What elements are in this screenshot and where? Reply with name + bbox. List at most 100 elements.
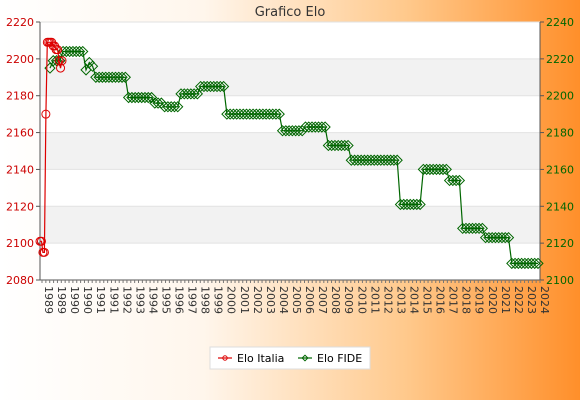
data-point bbox=[473, 222, 485, 235]
data-point bbox=[463, 222, 475, 235]
data-point bbox=[371, 154, 384, 166]
x-tick-label: 1989 bbox=[42, 286, 55, 314]
data-point bbox=[470, 222, 482, 235]
data-point bbox=[365, 154, 377, 166]
grid-band bbox=[40, 132, 540, 170]
data-point bbox=[36, 236, 46, 246]
x-tick-label: 2024 bbox=[538, 286, 551, 314]
data-point bbox=[214, 80, 226, 93]
data-point bbox=[139, 91, 151, 104]
data-point bbox=[378, 154, 390, 166]
data-point bbox=[57, 56, 67, 66]
data-point bbox=[283, 125, 295, 137]
data-point bbox=[185, 88, 197, 100]
y-left-tick-label: 2200 bbox=[6, 53, 34, 66]
data-point bbox=[145, 91, 158, 104]
data-point bbox=[195, 80, 207, 93]
data-point bbox=[204, 80, 217, 93]
x-tick-label: 2021 bbox=[499, 286, 512, 314]
data-point bbox=[267, 108, 279, 120]
data-point bbox=[103, 71, 115, 83]
x-tick-label: 1991 bbox=[94, 286, 107, 314]
data-point bbox=[460, 222, 472, 235]
x-tick-label: 2017 bbox=[447, 286, 460, 314]
data-point bbox=[106, 71, 118, 83]
data-point bbox=[136, 91, 148, 104]
data-point bbox=[260, 108, 272, 120]
x-tick-label: 1992 bbox=[120, 286, 133, 314]
x-tick-label: 2013 bbox=[394, 286, 407, 314]
data-point bbox=[273, 108, 285, 120]
data-point bbox=[411, 198, 423, 211]
data-point bbox=[512, 257, 525, 270]
data-point bbox=[352, 154, 364, 166]
x-axis-ticks: 1989 1989 1990 1990 1991 1991 1992 1993 1994 1995… bbox=[41, 280, 551, 314]
legend-label: Elo FIDE bbox=[317, 352, 362, 365]
y-right-tick-label: 2180 bbox=[546, 127, 574, 140]
data-point bbox=[417, 163, 430, 176]
y-right-tick-label: 2220 bbox=[546, 53, 574, 66]
y-left-tick-label: 2140 bbox=[6, 163, 34, 176]
data-point bbox=[358, 154, 371, 166]
data-point bbox=[211, 80, 223, 93]
x-tick-label: 2010 bbox=[355, 286, 368, 314]
data-point bbox=[519, 257, 531, 270]
data-point bbox=[335, 139, 348, 152]
data-point bbox=[109, 71, 122, 83]
legend-marker bbox=[301, 354, 309, 362]
data-point bbox=[188, 88, 200, 100]
x-tick-label: 1991 bbox=[107, 286, 120, 314]
data-point bbox=[493, 231, 505, 244]
data-point bbox=[388, 154, 400, 166]
series-layer bbox=[35, 37, 544, 270]
data-point bbox=[286, 125, 299, 137]
y-right-tick-label: 2200 bbox=[546, 90, 574, 103]
data-point bbox=[263, 108, 276, 120]
data-point bbox=[165, 101, 177, 113]
data-point bbox=[499, 231, 511, 244]
data-point bbox=[237, 108, 249, 120]
data-point bbox=[515, 257, 528, 270]
x-tick-label: 2014 bbox=[407, 286, 420, 314]
data-point bbox=[158, 101, 171, 113]
series-elo-fide bbox=[44, 45, 544, 270]
legend-item-elo-italia: Elo Italia bbox=[218, 352, 284, 365]
legend-label: Elo Italia bbox=[237, 352, 284, 365]
data-point bbox=[489, 231, 502, 244]
y-right-tick-label: 2160 bbox=[546, 163, 574, 176]
data-point bbox=[41, 109, 51, 119]
data-point bbox=[348, 154, 361, 166]
data-point bbox=[44, 62, 56, 74]
data-point bbox=[394, 198, 407, 211]
x-tick-label: 1990 bbox=[81, 286, 94, 314]
data-point bbox=[443, 174, 456, 187]
x-tick-label: 2003 bbox=[264, 286, 277, 314]
legend-marker bbox=[222, 355, 228, 361]
x-tick-label: 1996 bbox=[173, 286, 186, 314]
data-point bbox=[345, 154, 357, 166]
data-point bbox=[60, 45, 73, 58]
data-point bbox=[93, 71, 105, 83]
series-elo-italia bbox=[35, 37, 67, 257]
data-point bbox=[424, 163, 436, 176]
data-point bbox=[430, 163, 443, 176]
x-tick-label: 2015 bbox=[421, 286, 434, 314]
data-point bbox=[201, 80, 213, 93]
data-point bbox=[191, 88, 204, 100]
data-point bbox=[253, 108, 266, 120]
y-left-tick-label: 2100 bbox=[6, 237, 34, 250]
data-point bbox=[322, 139, 335, 152]
data-point bbox=[440, 163, 452, 176]
data-point bbox=[420, 163, 433, 176]
data-point bbox=[509, 257, 521, 270]
data-point bbox=[227, 108, 240, 120]
x-tick-label: 2018 bbox=[460, 286, 473, 314]
data-point bbox=[244, 108, 256, 120]
y-left-tick-label: 2120 bbox=[6, 200, 34, 213]
data-point bbox=[316, 121, 328, 133]
data-point bbox=[529, 257, 541, 270]
data-point bbox=[90, 71, 102, 83]
x-tick-label: 1990 bbox=[68, 286, 81, 314]
x-tick-label: 2022 bbox=[512, 286, 525, 314]
data-point bbox=[224, 108, 236, 120]
